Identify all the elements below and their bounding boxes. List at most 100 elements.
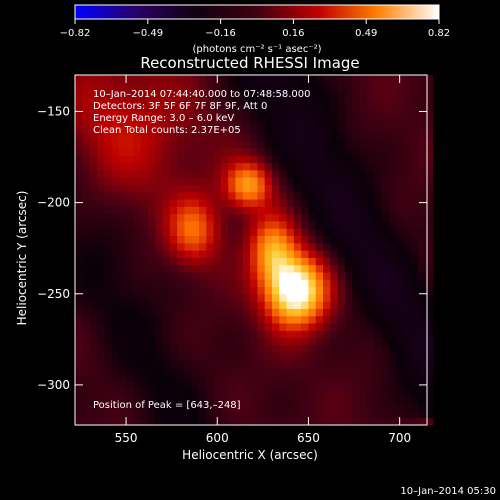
heatmap-cell (140, 162, 149, 171)
heatmap-cell (308, 373, 317, 382)
heatmap-cell (162, 315, 171, 324)
heatmap-cell (410, 308, 419, 317)
heatmap-cell (417, 96, 426, 105)
heatmap-cell (89, 381, 98, 390)
heatmap-cell (388, 198, 397, 207)
heatmap-cell (425, 133, 434, 142)
heatmap-cell (250, 96, 258, 105)
heatmap-cell (250, 417, 258, 426)
heatmap-cell (337, 184, 346, 193)
heatmap-cell (82, 169, 91, 178)
heatmap-cell (381, 213, 390, 222)
heatmap-cell (191, 330, 200, 339)
heatmap-cell (206, 75, 215, 83)
heatmap-cell (293, 417, 302, 426)
heatmap-cell (242, 235, 251, 244)
heatmap-cell (271, 301, 280, 309)
heatmap-cell (133, 271, 142, 280)
heatmap-cell (279, 177, 288, 185)
heatmap-cell (104, 359, 113, 368)
heatmap-cell (126, 104, 134, 113)
heatmap-cell (169, 220, 178, 229)
heatmap-cell (199, 198, 207, 207)
heatmap-cell (104, 89, 113, 98)
heatmap-cell (162, 162, 171, 171)
heatmap-cell (330, 286, 339, 295)
heatmap-cell (199, 162, 207, 171)
heatmap-cell (352, 213, 361, 222)
heatmap-cell (118, 118, 127, 127)
heatmap-cell (337, 337, 346, 346)
heatmap-cell (162, 366, 171, 375)
heatmap-cell (169, 169, 178, 178)
heatmap-cell (308, 177, 317, 185)
heatmap-cell (184, 126, 193, 134)
colorbar-tick-label: 0.82 (428, 28, 450, 39)
heatmap-cell (104, 169, 113, 178)
heatmap-cell (118, 264, 127, 273)
heatmap-cell (257, 337, 266, 346)
heatmap-cell (82, 198, 91, 207)
heatmap-cell (250, 395, 258, 404)
heatmap-cell (104, 220, 113, 229)
heatmap-cell (374, 381, 383, 390)
heatmap-cell (184, 111, 193, 120)
heatmap-cell (286, 271, 295, 280)
heatmap-cell (126, 301, 134, 309)
heatmap-cell (155, 322, 164, 331)
heatmap-cell (89, 147, 98, 156)
heatmap-cell (264, 235, 273, 244)
heatmap-cell (250, 286, 258, 295)
heatmap-cell (330, 352, 339, 360)
heatmap-cell (177, 169, 186, 178)
heatmap-cell (250, 359, 258, 368)
heatmap-cell (96, 126, 105, 134)
heatmap-cell (155, 206, 164, 215)
heatmap-cell (374, 337, 383, 346)
heatmap-cell (177, 104, 186, 113)
heatmap-cell (264, 366, 273, 375)
heatmap-cell (140, 82, 149, 91)
heatmap-cell (250, 111, 258, 120)
heatmap-cell (213, 198, 222, 207)
heatmap-cell (206, 373, 215, 382)
heatmap-cell (344, 155, 353, 164)
heatmap-cell (162, 286, 171, 295)
heatmap-cell (264, 330, 273, 339)
heatmap-cell (337, 133, 346, 142)
heatmap-cell (366, 126, 375, 134)
heatmap-cell (286, 337, 295, 346)
heatmap-cell (140, 359, 149, 368)
heatmap-cell (82, 96, 91, 105)
heatmap-cell (359, 89, 368, 98)
heatmap-cell (381, 337, 390, 346)
heatmap-cell (184, 89, 193, 98)
heatmap-cell (162, 104, 171, 113)
heatmap-cell (169, 322, 178, 331)
heatmap-cell (286, 206, 295, 215)
heatmap-cell (388, 147, 397, 156)
heatmap-cell (366, 184, 375, 193)
heatmap-cell (381, 206, 390, 215)
heatmap-cell (133, 82, 142, 91)
heatmap-cell (257, 410, 266, 419)
heatmap-cell (286, 104, 295, 113)
heatmap-cell (271, 198, 280, 207)
heatmap-cell (359, 250, 368, 258)
heatmap-cell (206, 381, 215, 390)
heatmap-cell (301, 213, 310, 222)
heatmap-cell (184, 308, 193, 317)
heatmap-cell (220, 293, 229, 302)
heatmap-cell (104, 140, 113, 149)
heatmap-cell (388, 286, 397, 295)
heatmap-cell (96, 257, 105, 266)
heatmap-cell (410, 366, 419, 375)
heatmap-cell (410, 75, 419, 83)
heatmap-cell (184, 177, 193, 185)
heatmap-cell (315, 271, 324, 280)
heatmap-cell (271, 169, 280, 178)
heatmap-cell (147, 126, 156, 134)
heatmap-cell (220, 133, 229, 142)
heatmap-cell (169, 118, 178, 127)
heatmap-cell (213, 177, 222, 185)
